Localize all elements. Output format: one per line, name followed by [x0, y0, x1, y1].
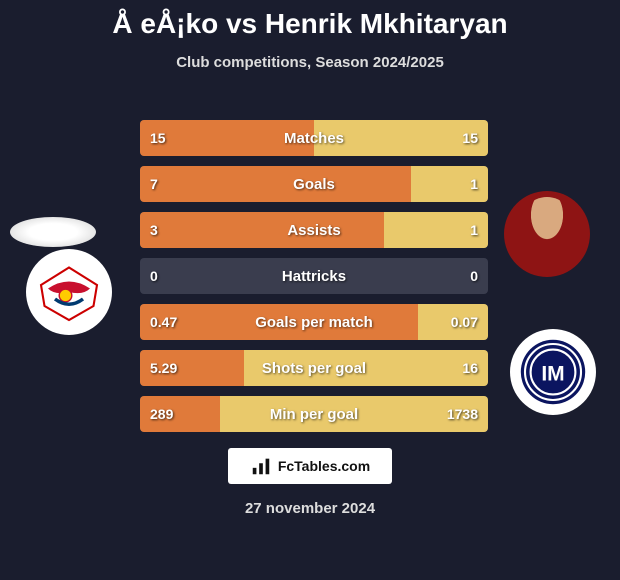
- stat-label: Hattricks: [140, 258, 488, 294]
- bar-chart-icon: [250, 455, 272, 477]
- stat-row: 00Hattricks: [140, 258, 488, 294]
- stats-table: 1515Matches 71Goals 31Assists 00Hattricks 0.…: [140, 120, 488, 442]
- player-left-avatar: [10, 217, 96, 247]
- stat-row: 31Assists: [140, 212, 488, 248]
- stat-row: 5.2916Shots per goal: [140, 350, 488, 386]
- inter-icon: IM: [518, 337, 588, 407]
- stat-label: Min per goal: [140, 396, 488, 432]
- stat-label: Assists: [140, 212, 488, 248]
- stat-row: 71Goals: [140, 166, 488, 202]
- stat-label: Shots per goal: [140, 350, 488, 386]
- rb-leipzig-icon: [34, 257, 104, 327]
- club-right-logo: IM: [510, 329, 596, 415]
- brand-badge[interactable]: FcTables.com: [228, 448, 392, 484]
- stat-row: 0.470.07Goals per match: [140, 304, 488, 340]
- brand-label: FcTables.com: [278, 458, 370, 474]
- stat-label: Goals: [140, 166, 488, 202]
- stat-row: 2891738Min per goal: [140, 396, 488, 432]
- stat-label: Goals per match: [140, 304, 488, 340]
- player-right-avatar: [504, 191, 590, 277]
- date-label: 27 november 2024: [0, 500, 620, 517]
- page-title: Å eÅ¡ko vs Henrik Mkhitaryan: [0, 0, 620, 40]
- svg-text:IM: IM: [541, 362, 564, 385]
- stat-label: Matches: [140, 120, 488, 156]
- club-left-logo: [26, 249, 112, 335]
- page-subtitle: Club competitions, Season 2024/2025: [0, 54, 620, 71]
- stat-row: 1515Matches: [140, 120, 488, 156]
